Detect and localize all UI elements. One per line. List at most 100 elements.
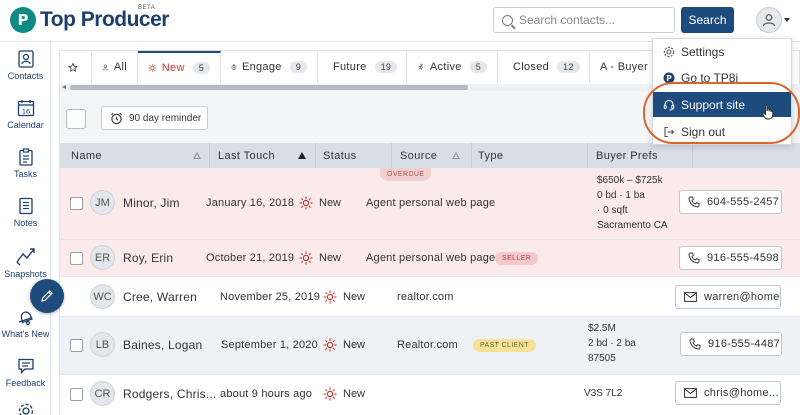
tab-closed[interactable]: $ Closed 12 — [498, 51, 590, 83]
gear-icon — [663, 46, 675, 57]
tab-active[interactable]: Active 5 — [407, 51, 498, 83]
chevron-down-icon[interactable] — [784, 18, 790, 22]
contact-name[interactable]: Rodgers, Chris... — [123, 387, 217, 401]
sun-icon — [323, 338, 337, 352]
status: New — [323, 338, 365, 352]
last-touch: September 1, 2020 — [221, 339, 318, 351]
phone-number: 916-555-4598 — [707, 252, 780, 264]
tab-favorites[interactable] — [60, 51, 92, 83]
contact-name[interactable]: Cree, Warren — [123, 290, 197, 304]
reminder-label: 90 day reminder — [129, 112, 202, 124]
nav-calendar[interactable]: 16 Calendar — [0, 99, 51, 130]
nav-settings-partial[interactable] — [0, 402, 51, 415]
email-address: chris@home... — [704, 387, 779, 399]
menu-item-go-to-tp8i[interactable]: P Go to TP8i — [653, 65, 791, 90]
column-last-touch[interactable]: Last Touch — [210, 143, 316, 168]
source: realtor.com — [397, 291, 454, 303]
contact-name[interactable]: Minor, Jim — [123, 196, 180, 210]
search-input[interactable] — [519, 13, 669, 27]
search-box[interactable] — [493, 7, 675, 33]
row-checkbox[interactable] — [70, 388, 83, 401]
nav-snapshots[interactable]: Snapshots — [0, 246, 51, 279]
column-type[interactable]: Type — [472, 143, 588, 168]
tab-label: All — [113, 61, 127, 73]
calendar-icon: 16 — [17, 100, 34, 117]
tab-count: 5 — [192, 62, 210, 74]
buyer-prefs: V3S 7L2 — [584, 386, 622, 401]
column-label: Buyer Prefs — [596, 149, 658, 162]
status-label: New — [343, 388, 366, 400]
table-row[interactable]: ER Roy, Erin October 21, 2019 New Agent … — [59, 240, 800, 277]
active-icon — [418, 63, 424, 71]
tp-logo-icon: P — [663, 72, 675, 83]
scroll-left-arrow[interactable] — [62, 85, 66, 89]
status: New — [299, 196, 341, 210]
table-row[interactable]: LB Baines, Logan September 1, 2020 New R… — [59, 317, 800, 375]
last-touch: November 25, 2019 — [220, 291, 321, 303]
tab-a-buyer[interactable]: A - Buyer — [590, 51, 670, 83]
contact-name[interactable]: Roy, Erin — [123, 251, 174, 265]
column-status[interactable]: Status — [316, 143, 392, 168]
nav-contacts[interactable]: Contacts — [0, 50, 51, 81]
row-checkbox[interactable] — [70, 197, 83, 210]
table-row[interactable]: CR Rodgers, Chris... about 9 hours ago N… — [59, 375, 800, 415]
column-label: Name — [71, 149, 102, 162]
tab-label: New — [161, 62, 185, 74]
avatar: ER — [90, 245, 115, 270]
sort-icon — [452, 152, 460, 159]
tab-all[interactable]: All — [92, 51, 138, 83]
call-button[interactable]: 916-555-4487 — [680, 332, 782, 356]
svg-text:P: P — [666, 73, 672, 82]
nav-tasks[interactable]: Tasks — [0, 148, 51, 179]
tab-future[interactable]: Future 19 — [318, 51, 407, 83]
buyer-prefs: $2.5M 2 bd · 2 ba 87505 — [588, 321, 636, 366]
logo-mark: P — [10, 7, 36, 33]
compose-fab-button[interactable] — [30, 279, 64, 313]
nav-label: Contacts — [7, 71, 44, 81]
pref-line: $2.5M — [588, 323, 616, 334]
pref-line: 0 bd · 1 ba — [597, 190, 645, 201]
reminder-button[interactable]: 90 day reminder — [101, 106, 208, 130]
column-source[interactable]: Source — [392, 143, 472, 168]
notes-icon — [18, 197, 33, 215]
pref-line: V3S 7L2 — [584, 388, 623, 399]
column-name[interactable]: Name — [60, 143, 210, 168]
nav-whats-new[interactable]: What's New — [0, 308, 51, 339]
email-button[interactable]: chris@home... — [675, 381, 781, 405]
tab-new[interactable]: New 5 — [138, 51, 221, 83]
tabs-scrollbar[interactable] — [59, 84, 800, 91]
user-menu-button[interactable] — [756, 7, 782, 33]
gear-icon — [18, 403, 33, 415]
pref-line: · 0 sqft — [597, 205, 628, 216]
table-row[interactable]: WC Cree, Warren November 25, 2019 New re… — [59, 277, 800, 317]
select-all-checkbox[interactable] — [66, 109, 86, 129]
email-button[interactable]: warren@home... — [675, 285, 781, 309]
avatar: LB — [90, 332, 115, 357]
logo[interactable]: P Top Producer BETA — [10, 5, 169, 33]
avatar: JM — [90, 190, 115, 215]
engage-icon — [231, 64, 237, 70]
pref-line: Sacramento CA — [597, 220, 668, 231]
row-checkbox[interactable] — [70, 252, 83, 265]
sun-icon — [323, 290, 337, 304]
phone-number: 604-555-2457 — [707, 196, 780, 208]
scroll-thumb[interactable] — [70, 85, 468, 90]
menu-item-settings[interactable]: Settings — [653, 39, 791, 64]
nav-feedback[interactable]: Feedback — [0, 357, 51, 388]
call-button[interactable]: 604-555-2457 — [679, 190, 782, 214]
column-buyer-prefs[interactable]: Buyer Prefs — [588, 143, 693, 168]
menu-item-label: Settings — [681, 44, 725, 59]
row-checkbox[interactable] — [70, 339, 83, 352]
nav-notes[interactable]: Notes — [0, 197, 51, 228]
person-icon — [102, 64, 109, 71]
search-button[interactable]: Search — [681, 7, 734, 33]
call-button[interactable]: 916-555-4598 — [679, 246, 782, 270]
tab-engage[interactable]: Engage 9 — [221, 51, 318, 83]
hand-cursor-icon — [762, 104, 774, 120]
sun-icon — [299, 196, 313, 210]
logo-text: Top Producer — [40, 8, 169, 31]
contact-name[interactable]: Baines, Logan — [123, 338, 203, 352]
status-label: New — [343, 339, 366, 351]
table-row[interactable]: JM Minor, Jim January 16, 2018 New OVERD… — [59, 168, 800, 240]
tab-count: 12 — [557, 61, 580, 73]
